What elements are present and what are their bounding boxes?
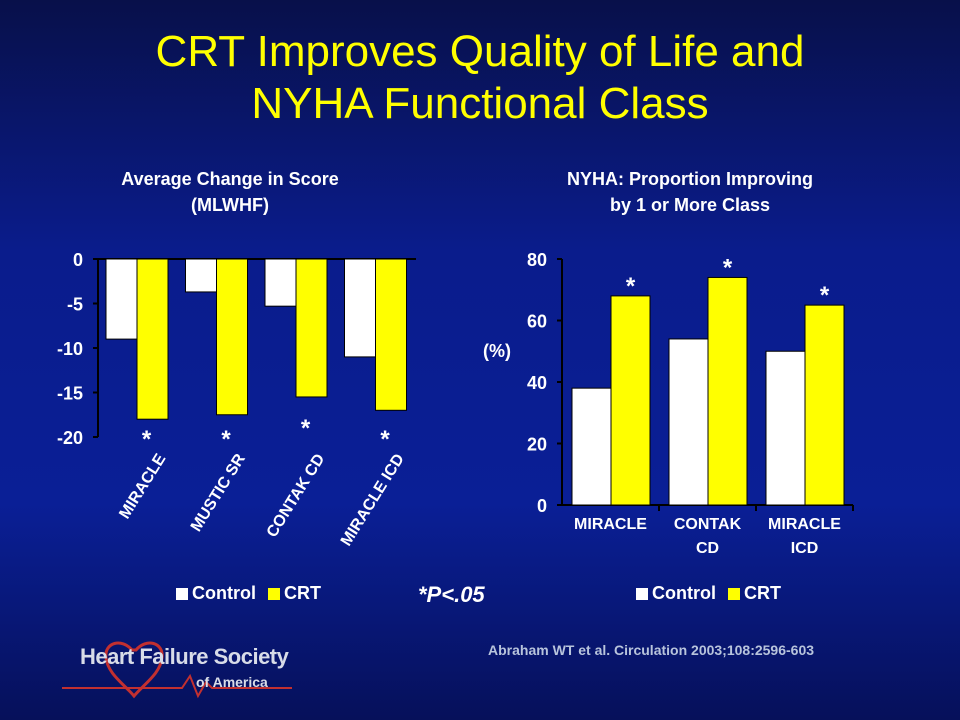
legend-label-crt: CRT [743, 583, 781, 603]
left-chart-title-line-2: (MLWHF) [191, 195, 269, 215]
left-y-tick-label: -15 [57, 384, 83, 404]
right-chart-legend: Control CRT [636, 583, 781, 604]
left-y-tick-label: -5 [67, 295, 83, 315]
left-bar-crt [295, 258, 328, 398]
right-y-tick-label: 40 [527, 373, 547, 393]
significance-note: *P<.05 [418, 582, 485, 607]
left-significance-asterisk: * [301, 415, 311, 442]
legend-swatch-crt [267, 587, 280, 600]
right-bar-crt [610, 295, 651, 506]
left-bar-crt [375, 258, 407, 411]
slide-title-line-1: CRT Improves Quality of Life and [155, 27, 805, 76]
logo-main-text: Heart Failure Society [80, 644, 289, 669]
right-category-label: CD [696, 540, 719, 557]
left-significance-asterisk: * [380, 426, 390, 453]
slide-title-line-2: NYHA Functional Class [251, 79, 709, 128]
left-bar-control [105, 258, 138, 340]
legend-swatch-crt [727, 587, 740, 600]
left-bar-control [185, 258, 217, 293]
right-chart-title-line-2: by 1 or More Class [609, 195, 771, 215]
heart-logo-icon [62, 641, 292, 699]
right-bar-crt [804, 304, 845, 506]
right-significance-asterisk: * [626, 273, 636, 300]
legend-label-control: Control [652, 583, 716, 603]
left-chart-title: Average Change in Score (MLWHF) [50, 166, 410, 218]
left-bar-crt [216, 258, 248, 416]
right-y-tick-label: 80 [527, 250, 547, 270]
legend-swatch-control [636, 587, 648, 600]
left-bar-control [264, 258, 297, 307]
logo-sub-text: of America [196, 674, 268, 690]
left-bar-control [344, 258, 376, 358]
left-category-label: MIRACLE [116, 451, 169, 522]
hfsa-logo: Heart Failure Society of America [62, 636, 292, 700]
legend-label-control: Control [192, 583, 256, 603]
right-category-label: MIRACLE [768, 516, 841, 533]
left-y-tick-label: -20 [57, 428, 83, 448]
right-y-axis-label: (%) [483, 341, 511, 361]
legend-swatch-control [176, 587, 188, 600]
right-y-tick-label: 20 [527, 435, 547, 455]
left-y-tick-label: -10 [57, 339, 83, 359]
left-chart-title-line-1: Average Change in Score [121, 169, 339, 189]
right-chart-title-line-1: NYHA: Proportion Improving [567, 169, 813, 189]
left-significance-asterisk: * [142, 426, 152, 453]
right-significance-asterisk: * [820, 282, 830, 309]
citation: Abraham WT et al. Circulation 2003;108:2… [488, 642, 815, 658]
right-y-tick-label: 60 [527, 312, 547, 332]
legend-label-crt: CRT [283, 583, 321, 603]
left-category-label: MIRACLE ICD [338, 451, 408, 549]
right-category-label: ICD [791, 540, 819, 557]
right-y-tick-label: 0 [537, 496, 547, 516]
left-chart-legend: Control CRT [176, 583, 321, 604]
left-significance-asterisk: * [221, 426, 231, 453]
right-bar-crt [707, 276, 748, 506]
right-chart-title: NYHA: Proportion Improving by 1 or More … [510, 166, 870, 218]
left-category-label: CONTAK CD [264, 451, 329, 540]
left-y-tick-label: 0 [73, 250, 83, 270]
right-bar-control [765, 350, 806, 506]
right-bar-control [571, 387, 612, 506]
right-bar-control [668, 338, 709, 506]
right-significance-asterisk: * [723, 254, 733, 281]
left-bar-crt [136, 258, 169, 420]
slide-title: CRT Improves Quality of Life and NYHA Fu… [0, 26, 960, 130]
right-category-label: CONTAK [674, 516, 742, 533]
right-category-label: MIRACLE [574, 516, 647, 533]
left-category-label: MUSTIC SR [188, 451, 249, 535]
